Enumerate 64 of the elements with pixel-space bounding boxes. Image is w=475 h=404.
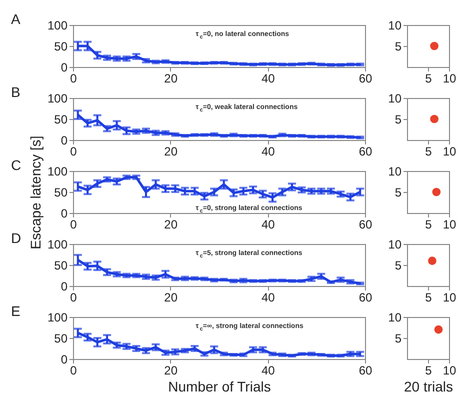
x-tick-label: 10 — [442, 364, 456, 378]
y-tick-label: 5 — [394, 40, 402, 54]
y-tick-label: 5 — [394, 112, 402, 126]
x-tick-label: 40 — [261, 144, 276, 158]
y-tick-label: 50 — [54, 186, 68, 200]
y-tick-label: 10 — [388, 310, 402, 324]
y-tick-label: 0 — [60, 134, 68, 148]
x-tick-label: 20 — [164, 290, 178, 304]
x-tick-label: 20 — [164, 144, 178, 158]
y-tick-label: 10 — [388, 164, 402, 178]
y-tick-label: 5 — [394, 332, 402, 346]
x-tick-label: 60 — [358, 72, 372, 86]
x-tick-label: 10 — [442, 218, 456, 232]
x-tick-label: 5 — [425, 72, 432, 86]
y-axis-title: Escape latency [s] — [27, 136, 44, 250]
y-tick-label: 0 — [60, 352, 68, 366]
x-axis-title: Number of Trials — [168, 378, 271, 394]
x-tick-label: 5 — [425, 218, 432, 232]
y-tick-label: 50 — [54, 258, 68, 272]
y-tick-label: 100 — [47, 310, 68, 324]
y-tick-label: 10 — [388, 18, 402, 32]
y-tick-label: 5 — [394, 186, 402, 200]
line-series — [76, 176, 362, 199]
y-tick-label: 50 — [54, 40, 68, 54]
x-tick-label: 0 — [70, 218, 78, 232]
x-tick-label: 0 — [70, 72, 78, 86]
x-tick-label: 60 — [358, 144, 372, 158]
x-tick-label: 20 — [164, 218, 178, 232]
x-tick-label: 10 — [442, 144, 456, 158]
x-tick-label: 0 — [70, 364, 78, 378]
y-tick-label: 50 — [54, 112, 68, 126]
x-tick-label: 40 — [261, 364, 276, 378]
y-tick-label: 0 — [60, 60, 68, 74]
y-tick-label: 100 — [47, 164, 68, 178]
x-axis-title: 20 trials — [404, 378, 454, 394]
x-tick-label: 5 — [425, 290, 432, 304]
x-tick-label: 0 — [70, 144, 78, 158]
x-tick-label: 40 — [261, 290, 276, 304]
y-tick-label: 100 — [47, 238, 68, 252]
x-tick-label: 5 — [425, 144, 432, 158]
x-tick-label: 20 — [164, 364, 178, 378]
text: C — [11, 157, 22, 173]
y-tick-label: 5 — [394, 258, 402, 272]
text: D — [11, 230, 22, 246]
x-tick-label: 0 — [70, 290, 78, 304]
y-tick-label: 10 — [388, 92, 402, 106]
text: E — [11, 303, 20, 319]
text: A — [11, 11, 21, 27]
x-tick-label: 10 — [442, 72, 456, 86]
y-tick-label: 0 — [60, 206, 68, 220]
text: B — [11, 84, 20, 100]
y-tick-label: 10 — [388, 238, 402, 252]
x-tick-label: 40 — [261, 218, 276, 232]
x-tick-label: 10 — [442, 290, 456, 304]
y-tick-label: 100 — [47, 18, 68, 32]
x-tick-label: 60 — [358, 290, 372, 304]
x-tick-label: 60 — [358, 364, 372, 378]
x-tick-label: 5 — [425, 364, 432, 378]
y-tick-label: 50 — [54, 332, 68, 346]
x-tick-label: 40 — [261, 72, 276, 86]
x-tick-label: 20 — [164, 72, 178, 86]
y-tick-label: 0 — [60, 280, 68, 294]
x-tick-label: 60 — [358, 218, 372, 232]
y-tick-label: 100 — [47, 92, 68, 106]
